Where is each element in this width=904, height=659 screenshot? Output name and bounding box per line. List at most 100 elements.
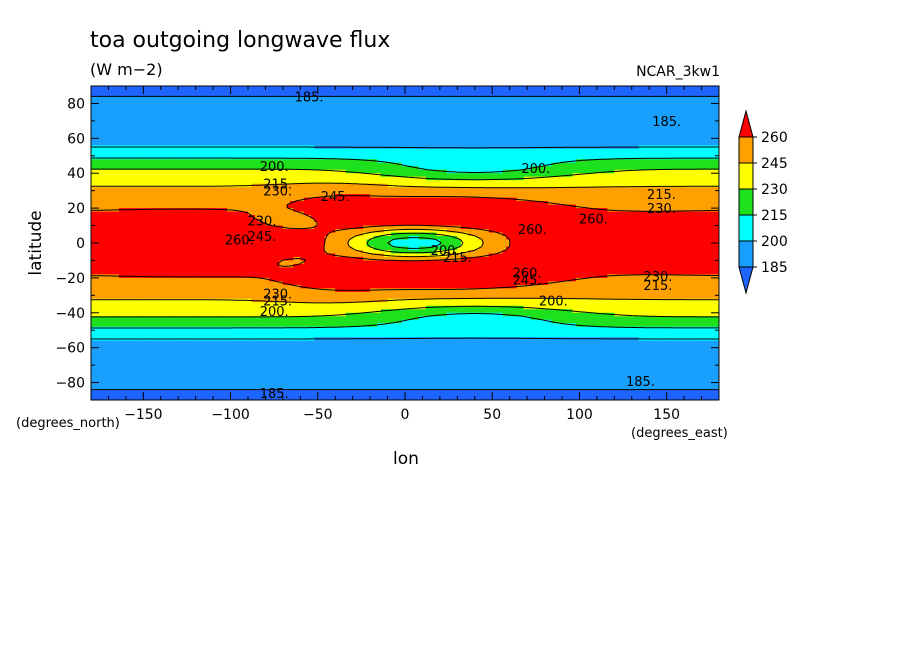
field-cell bbox=[474, 106, 479, 112]
field-cell bbox=[488, 110, 493, 115]
field-cell bbox=[712, 124, 717, 129]
field-cell bbox=[415, 176, 420, 181]
field-cell bbox=[694, 166, 699, 171]
field-cell bbox=[603, 92, 608, 98]
field-cell bbox=[248, 86, 253, 91]
field-cell bbox=[279, 162, 284, 167]
field-cell bbox=[104, 86, 110, 91]
field-cell bbox=[199, 138, 204, 143]
field-cell bbox=[568, 148, 574, 153]
field-cell bbox=[248, 127, 253, 132]
field-cell bbox=[558, 166, 563, 171]
field-cell bbox=[558, 113, 563, 118]
field-cell bbox=[338, 103, 343, 108]
field-cell bbox=[115, 99, 120, 105]
field-cell bbox=[635, 86, 640, 91]
field-cell bbox=[286, 117, 291, 122]
field-cell bbox=[453, 92, 458, 98]
field-cell bbox=[143, 113, 148, 118]
field-cell bbox=[167, 148, 172, 153]
field-cell bbox=[418, 159, 424, 164]
field-cell bbox=[635, 162, 640, 167]
field-cell bbox=[293, 152, 298, 157]
field-cell bbox=[317, 106, 322, 112]
field-cell bbox=[328, 155, 333, 160]
field-cell bbox=[377, 106, 382, 112]
field-cell bbox=[303, 86, 308, 91]
field-cell bbox=[251, 131, 256, 136]
field-cell bbox=[530, 113, 535, 118]
field-cell bbox=[289, 152, 294, 157]
field-cell bbox=[153, 131, 158, 136]
field-cell bbox=[303, 131, 308, 136]
field-cell bbox=[213, 89, 218, 94]
field-cell bbox=[244, 117, 249, 122]
field-cell bbox=[422, 141, 427, 146]
field-cell bbox=[293, 173, 298, 178]
field-cell bbox=[91, 120, 96, 125]
field-cell bbox=[317, 152, 322, 157]
field-cell bbox=[241, 162, 246, 167]
field-cell bbox=[579, 162, 584, 167]
field-cell bbox=[384, 113, 389, 118]
field-cell bbox=[216, 99, 221, 105]
field-cell bbox=[321, 99, 326, 105]
field-cell bbox=[122, 106, 127, 112]
field-cell bbox=[659, 124, 664, 129]
field-cell bbox=[363, 89, 368, 94]
field-cell bbox=[356, 127, 361, 132]
field-cell bbox=[321, 180, 326, 185]
field-cell bbox=[642, 155, 647, 160]
field-cell bbox=[694, 117, 699, 122]
field-cell bbox=[579, 89, 584, 94]
field-cell bbox=[701, 103, 706, 108]
field-cell bbox=[600, 134, 605, 139]
field-cell bbox=[705, 141, 710, 146]
field-cell bbox=[649, 127, 654, 132]
field-cell bbox=[624, 86, 629, 91]
field-cell bbox=[248, 134, 253, 139]
field-cell bbox=[132, 162, 137, 167]
field-cell bbox=[502, 103, 507, 108]
field-cell bbox=[474, 110, 479, 115]
field-cell bbox=[122, 89, 127, 94]
field-cell bbox=[248, 103, 253, 108]
field-cell bbox=[474, 120, 479, 125]
field-cell bbox=[150, 176, 155, 181]
field-cell bbox=[303, 152, 308, 157]
field-cell bbox=[335, 92, 340, 98]
field-cell bbox=[398, 92, 403, 98]
field-cell bbox=[575, 162, 581, 167]
field-cell bbox=[659, 141, 664, 146]
field-cell bbox=[628, 173, 633, 178]
field-cell bbox=[673, 117, 678, 122]
field-cell bbox=[324, 124, 329, 129]
field-cell bbox=[380, 89, 385, 94]
field-cell bbox=[464, 106, 469, 112]
field-cell bbox=[377, 141, 382, 146]
field-cell bbox=[91, 176, 96, 181]
field-cell bbox=[234, 159, 239, 164]
field-cell bbox=[579, 148, 584, 153]
field-cell bbox=[261, 117, 267, 122]
field-cell bbox=[617, 89, 622, 94]
field-cell bbox=[624, 138, 629, 143]
field-cell bbox=[254, 110, 260, 115]
field-cell bbox=[555, 86, 560, 91]
field-cell bbox=[370, 155, 375, 160]
field-cell bbox=[234, 120, 239, 125]
field-cell bbox=[153, 99, 158, 105]
field-cell bbox=[171, 110, 176, 115]
field-cell bbox=[286, 159, 291, 164]
field-cell bbox=[227, 131, 232, 136]
field-cell bbox=[359, 155, 364, 160]
field-cell bbox=[192, 131, 197, 136]
field-cell bbox=[568, 86, 574, 91]
field-cell bbox=[139, 117, 144, 122]
field-cell bbox=[223, 173, 228, 178]
field-cell bbox=[363, 110, 368, 115]
field-cell bbox=[628, 106, 633, 112]
field-cell bbox=[492, 117, 497, 122]
field-cell bbox=[101, 131, 106, 136]
field-cell bbox=[513, 106, 518, 112]
